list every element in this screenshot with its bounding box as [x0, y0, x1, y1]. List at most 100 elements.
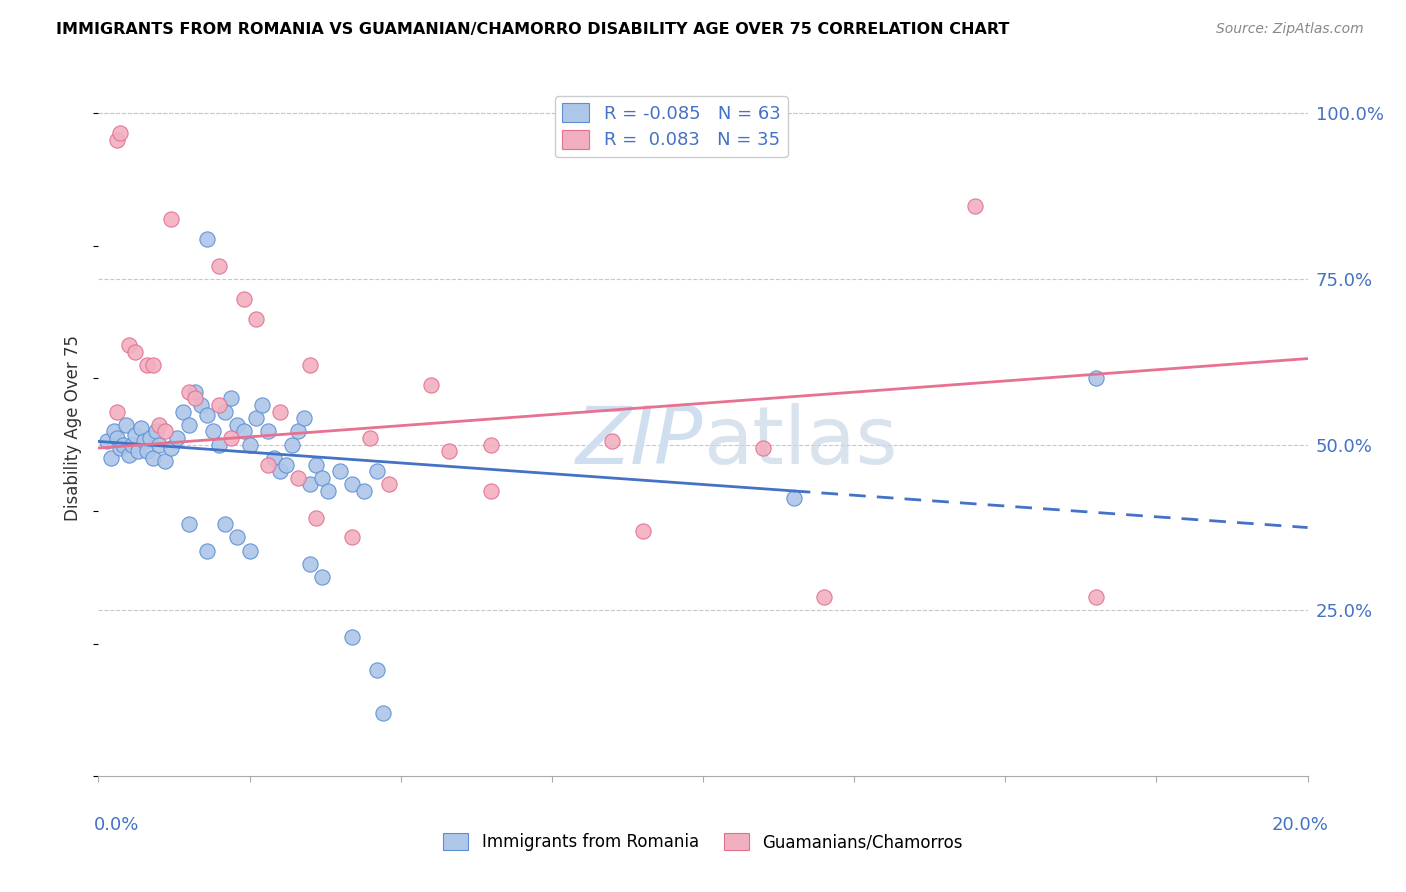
Point: [353, 484, 375, 499]
Point: [1085, 590, 1108, 604]
Point: [342, 630, 364, 644]
Point: [184, 384, 207, 399]
Point: [366, 464, 388, 478]
Point: [153, 425, 176, 439]
Point: [127, 444, 149, 458]
Point: [135, 358, 157, 372]
Text: 20.0%: 20.0%: [1272, 816, 1329, 834]
Point: [274, 458, 297, 472]
Point: [195, 543, 218, 558]
Point: [245, 311, 267, 326]
Point: [108, 126, 131, 140]
Point: [342, 477, 364, 491]
Point: [148, 438, 170, 452]
Point: [602, 434, 624, 449]
Point: [105, 404, 128, 418]
Point: [250, 398, 273, 412]
Point: [783, 491, 806, 505]
Point: [221, 392, 243, 406]
Point: [153, 454, 176, 468]
Point: [329, 464, 352, 478]
Point: [299, 557, 322, 571]
Point: [316, 484, 339, 499]
Point: [114, 417, 136, 432]
Point: [179, 384, 201, 399]
Point: [226, 417, 249, 432]
Point: [366, 663, 388, 677]
Point: [145, 425, 167, 439]
Point: [121, 438, 143, 452]
Point: [184, 392, 207, 406]
Point: [311, 570, 333, 584]
Point: [256, 458, 278, 472]
Point: [179, 517, 201, 532]
Y-axis label: Disability Age Over 75: Disability Age Over 75: [65, 335, 83, 521]
Point: [124, 427, 146, 442]
Point: [305, 510, 328, 524]
Point: [292, 411, 315, 425]
Point: [108, 441, 131, 455]
Point: [166, 431, 188, 445]
Point: [287, 425, 309, 439]
Point: [281, 438, 304, 452]
Point: [813, 590, 835, 604]
Point: [377, 477, 399, 491]
Point: [965, 199, 987, 213]
Point: [96, 434, 118, 449]
Point: [311, 471, 333, 485]
Point: [232, 292, 254, 306]
Point: [305, 458, 328, 472]
Point: [420, 378, 443, 392]
Point: [481, 438, 503, 452]
Point: [179, 417, 201, 432]
Point: [195, 232, 218, 246]
Point: [208, 438, 231, 452]
Point: [221, 431, 243, 445]
Point: [118, 448, 141, 462]
Text: IMMIGRANTS FROM ROMANIA VS GUAMANIAN/CHAMORRO DISABILITY AGE OVER 75 CORRELATION: IMMIGRANTS FROM ROMANIA VS GUAMANIAN/CHA…: [56, 22, 1010, 37]
Point: [239, 438, 262, 452]
Point: [245, 411, 267, 425]
Point: [139, 431, 162, 445]
Point: [263, 450, 285, 465]
Point: [226, 531, 249, 545]
Point: [135, 444, 157, 458]
Point: [299, 477, 322, 491]
Point: [360, 431, 382, 445]
Point: [148, 417, 170, 432]
Point: [1085, 371, 1108, 385]
Point: [100, 450, 122, 465]
Point: [208, 259, 231, 273]
Point: [481, 484, 503, 499]
Point: [631, 524, 654, 538]
Point: [214, 517, 236, 532]
Point: [208, 398, 231, 412]
Point: [269, 404, 291, 418]
Point: [342, 531, 364, 545]
Text: Source: ZipAtlas.com: Source: ZipAtlas.com: [1216, 22, 1364, 37]
Legend: Immigrants from Romania, Guamanians/Chamorros: Immigrants from Romania, Guamanians/Cham…: [437, 827, 969, 858]
Point: [105, 431, 128, 445]
Point: [437, 444, 460, 458]
Point: [111, 438, 134, 452]
Point: [269, 464, 291, 478]
Point: [124, 345, 146, 359]
Point: [287, 471, 309, 485]
Point: [371, 706, 394, 720]
Text: atlas: atlas: [703, 403, 897, 481]
Point: [132, 434, 155, 449]
Text: ZIP: ZIP: [575, 403, 703, 481]
Point: [239, 543, 262, 558]
Point: [190, 398, 212, 412]
Point: [195, 408, 218, 422]
Point: [129, 421, 152, 435]
Point: [142, 450, 165, 465]
Point: [232, 425, 254, 439]
Point: [142, 358, 165, 372]
Point: [105, 133, 128, 147]
Point: [118, 338, 141, 352]
Point: [256, 425, 278, 439]
Point: [160, 212, 183, 227]
Point: [103, 425, 125, 439]
Point: [172, 404, 194, 418]
